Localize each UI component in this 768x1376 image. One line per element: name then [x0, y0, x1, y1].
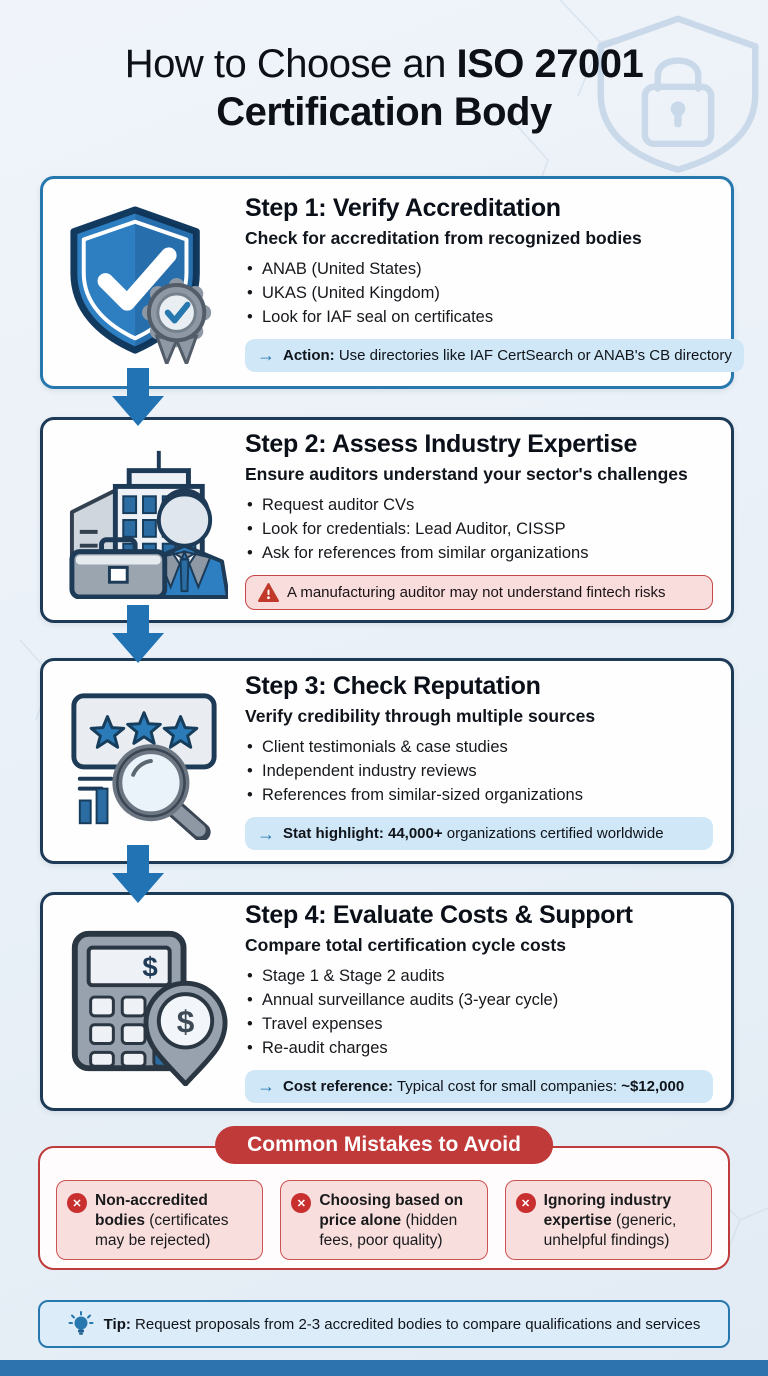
- bullet-item: Request auditor CVs: [245, 493, 713, 517]
- arrow-down-icon: [112, 845, 164, 903]
- cross-icon: ✕: [67, 1193, 87, 1213]
- lightbulb-icon: [68, 1311, 94, 1335]
- step-1-subheading: Check for accreditation from recognized …: [245, 227, 642, 248]
- shield-check-badge-icon: [43, 202, 245, 364]
- mistake-text: Ignoring industry expertise (generic, un…: [543, 1192, 677, 1249]
- bullet-item: Look for credentials: Lead Auditor, CISS…: [245, 517, 713, 541]
- title-line-1: How to Choose an ISO 27001: [124, 42, 644, 86]
- step-3-subheading: Verify credibility through multiple sour…: [245, 706, 596, 726]
- step-2-warning-callout: A manufacturing auditor may not understa…: [245, 575, 713, 610]
- bullet-item: ANAB (United States): [245, 257, 744, 281]
- step-2-heading: Step 2: Assess Industry Expertise: [245, 430, 638, 458]
- title-line-2: Certification Body: [216, 90, 552, 134]
- callout-text: Stat highlight: 44,000+ organizations ce…: [283, 825, 664, 842]
- cost-calculator-pin-icon: $ $: [43, 918, 245, 1086]
- reputation-search-icon: [43, 682, 245, 840]
- bullet-item: Independent industry reviews: [245, 759, 713, 783]
- callout-text: Cost reference: Typical cost for small c…: [283, 1077, 685, 1095]
- step-1-heading: Step 1: Verify Accreditation: [245, 193, 561, 222]
- arrow-right-icon: →: [257, 1076, 275, 1096]
- bullet-item: Stage 1 & Stage 2 audits: [245, 964, 713, 988]
- arrow-right-icon: →: [257, 823, 275, 844]
- arrow-right-icon: →: [257, 345, 275, 365]
- tip-banner: Tip: Request proposals from 2-3 accredit…: [38, 1300, 730, 1348]
- common-mistakes-items: ✕ Non-accredited bodies (certificates ma…: [56, 1180, 712, 1260]
- bullet-item: UKAS (United Kingdom): [245, 281, 744, 305]
- mistake-text: Choosing based on price alone (hidden fe…: [319, 1192, 464, 1249]
- auditor-building-icon: [43, 441, 245, 599]
- footer-bar: [0, 1360, 768, 1376]
- step-4-heading: Step 4: Evaluate Costs & Support: [245, 900, 633, 929]
- bullet-item: Re-audit charges: [245, 1036, 713, 1060]
- svg-text:$: $: [177, 1003, 195, 1039]
- tip-text: Tip: Request proposals from 2-3 accredit…: [103, 1315, 701, 1333]
- step-3-heading: Step 3: Check Reputation: [245, 672, 541, 700]
- mistake-card: ✕ Choosing based on price alone (hidden …: [280, 1180, 488, 1260]
- step-4-bullets: Stage 1 & Stage 2 audits Annual surveill…: [245, 964, 713, 1060]
- page-title: How to Choose an ISO 27001 Certification…: [0, 40, 768, 136]
- step-4-card: $ $ Step 4: Evaluate Costs & Support Com…: [40, 892, 734, 1111]
- bullet-item: References from similar-sized organizati…: [245, 783, 713, 807]
- cross-icon: ✕: [515, 1193, 536, 1213]
- bullet-item: Ask for references from similar organiza…: [245, 541, 713, 565]
- warning-icon: [258, 583, 279, 602]
- step-1-bullets: ANAB (United States) UKAS (United Kingdo…: [245, 257, 744, 329]
- bullet-item: Look for IAF seal on certificates: [245, 305, 744, 329]
- mistake-card: ✕ Ignoring industry expertise (generic, …: [504, 1180, 712, 1260]
- step-3-stat-callout: → Stat highlight: 44,000+ organizations …: [245, 817, 713, 850]
- arrow-down-icon: [112, 368, 164, 426]
- step-3-bullets: Client testimonials & case studies Indep…: [245, 735, 713, 807]
- step-4-cost-callout: → Cost reference: Typical cost for small…: [245, 1069, 713, 1103]
- step-1-card: Step 1: Verify Accreditation Check for a…: [40, 176, 744, 389]
- callout-text: Action: Use directories like IAF CertSea…: [283, 346, 732, 364]
- bullet-item: Travel expenses: [245, 1012, 713, 1036]
- common-mistakes-header: Common Mistakes to Avoid: [215, 1126, 553, 1164]
- step-2-card: Step 2: Assess Industry Expertise Ensure…: [40, 417, 734, 623]
- step-2-bullets: Request auditor CVs Look for credentials…: [245, 493, 713, 565]
- mistake-text: Non-accredited bodies (certificates may …: [95, 1192, 229, 1249]
- arrow-down-icon: [112, 605, 164, 663]
- bullet-item: Client testimonials & case studies: [245, 735, 713, 759]
- cross-icon: ✕: [291, 1193, 312, 1213]
- step-1-action-callout: → Action: Use directories like IAF CertS…: [245, 338, 744, 372]
- callout-text: A manufacturing auditor may not understa…: [287, 584, 666, 601]
- step-4-subheading: Compare total certification cycle costs: [245, 934, 566, 955]
- svg-text:$: $: [142, 951, 157, 982]
- bullet-item: Annual surveillance audits (3-year cycle…: [245, 988, 713, 1012]
- mistake-card: ✕ Non-accredited bodies (certificates ma…: [56, 1180, 264, 1260]
- step-2-subheading: Ensure auditors understand your sector's…: [245, 464, 688, 484]
- step-3-card: Step 3: Check Reputation Verify credibil…: [40, 658, 734, 864]
